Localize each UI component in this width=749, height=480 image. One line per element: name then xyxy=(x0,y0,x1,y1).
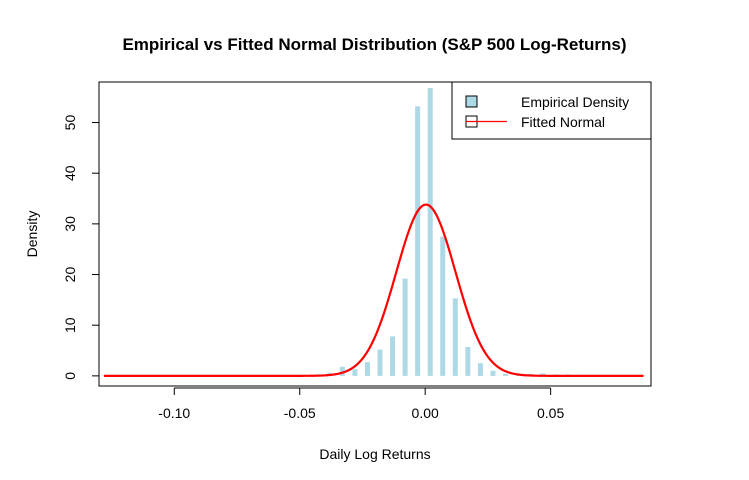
x-axis: -0.10 -0.05 0.00 0.05 xyxy=(158,387,564,421)
histogram-bar xyxy=(540,373,546,376)
y-axis-label: Density xyxy=(24,211,40,258)
histogram-bar xyxy=(377,349,383,376)
x-tick-label: 0.00 xyxy=(412,405,439,421)
histogram-bar xyxy=(465,346,471,376)
legend-box xyxy=(451,81,652,140)
histogram-bar xyxy=(402,278,408,376)
histogram-bar xyxy=(364,362,370,376)
histogram-bar xyxy=(452,298,458,376)
legend-swatch-empirical xyxy=(465,95,478,108)
y-tick-label: 0 xyxy=(62,372,78,380)
histogram-bar xyxy=(415,106,421,376)
bar-series xyxy=(101,88,646,376)
y-tick-label: 10 xyxy=(62,317,78,333)
histogram-bar xyxy=(352,369,358,376)
legend-label-normal: Fitted Normal xyxy=(521,114,605,130)
histogram-bar xyxy=(477,363,483,376)
legend-label-empirical: Empirical Density xyxy=(521,94,629,110)
histogram-bar xyxy=(390,336,396,376)
y-axis: 0 10 20 30 40 50 xyxy=(62,115,100,380)
histogram-bar xyxy=(440,236,446,376)
x-tick-label: -0.05 xyxy=(284,405,316,421)
histogram-bar xyxy=(490,370,496,376)
histogram-bar xyxy=(502,373,508,376)
y-tick-label: 50 xyxy=(62,115,78,131)
y-tick-label: 40 xyxy=(62,165,78,181)
x-axis-label: Daily Log Returns xyxy=(319,446,430,462)
x-tick-label: -0.10 xyxy=(158,405,190,421)
chart-title: Empirical vs Fitted Normal Distribution … xyxy=(122,35,626,54)
legend: Empirical Density Fitted Normal xyxy=(451,81,652,140)
histogram-bar xyxy=(339,366,345,376)
fitted-normal-line xyxy=(104,203,644,377)
histogram-bar xyxy=(427,88,433,376)
y-tick-label: 20 xyxy=(62,267,78,283)
y-tick-label: 30 xyxy=(62,216,78,232)
x-tick-label: 0.05 xyxy=(537,405,564,421)
